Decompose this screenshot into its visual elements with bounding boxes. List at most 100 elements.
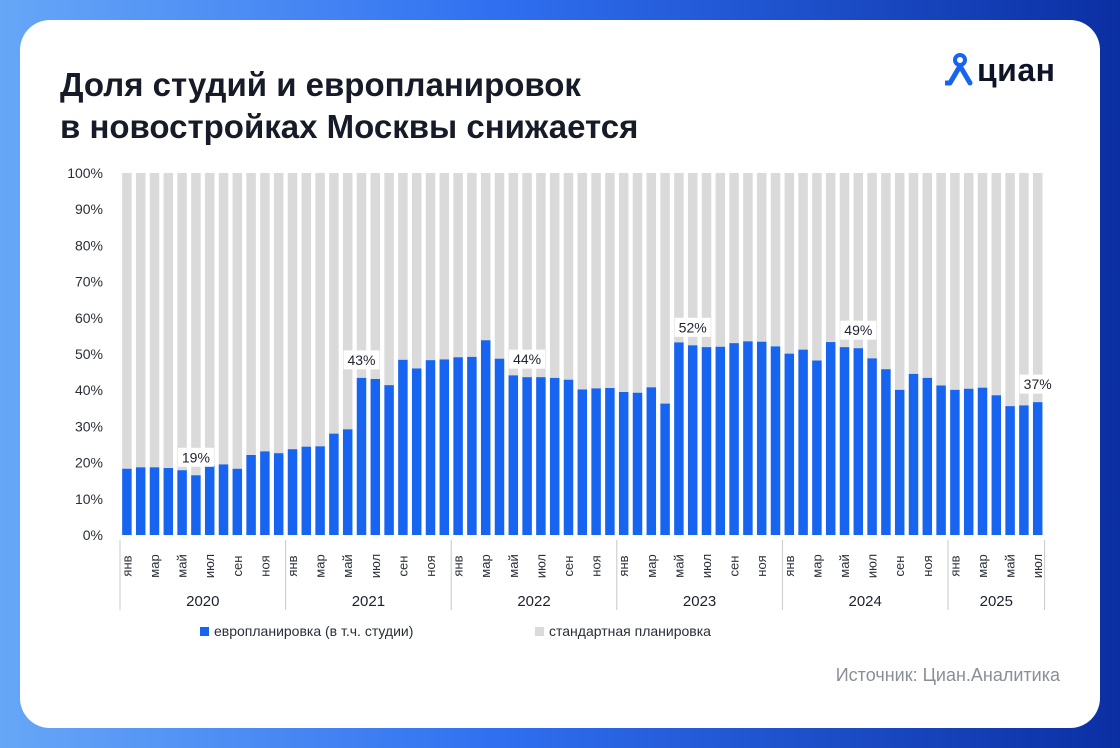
data-label-bg [177, 447, 214, 467]
y-tick-label: 30% [75, 418, 103, 434]
bar-standard [646, 173, 657, 388]
bar-standard [522, 173, 532, 378]
bar-standard [1005, 173, 1015, 407]
bar-euro [922, 377, 933, 535]
x-tick-label: май [175, 554, 190, 577]
bar-standard [881, 173, 891, 370]
bar-standard [494, 173, 505, 359]
cian-location-pin-icon [945, 52, 973, 85]
bar-euro [246, 454, 256, 535]
bar-standard [894, 173, 905, 390]
bar-euro [812, 360, 822, 535]
x-tick-label: янв [616, 555, 631, 576]
x-tick-label: мар [644, 554, 659, 577]
bar-euro [273, 453, 284, 535]
bar-standard [480, 173, 491, 341]
stacked-bar-chart: 0%10%20%30%40%50%60%70%80%90%100%янв мар м… [67, 165, 1056, 639]
x-tick-label: сен [230, 556, 245, 577]
bar-euro [743, 341, 753, 535]
bar-euro [508, 375, 519, 535]
x-tick-label: янв [119, 555, 134, 576]
chart-title: Доля студий и европланировок в новострой… [60, 64, 638, 148]
x-tick-label: июл [1030, 554, 1045, 578]
bar-euro [605, 388, 615, 535]
bar-euro [287, 449, 298, 535]
data-label-bg [840, 320, 877, 340]
data-label: 52% [679, 319, 707, 335]
x-tick-label: сен [727, 556, 742, 577]
bar-euro [549, 377, 560, 535]
bar-standard [660, 173, 670, 404]
bar-euro [149, 467, 160, 535]
bar-standard [950, 173, 960, 390]
bar-euro [135, 467, 146, 535]
bar-euro [1032, 402, 1043, 535]
x-tick-label: янв [947, 555, 962, 576]
bar-standard [149, 173, 160, 468]
x-tick-label: сен [561, 556, 576, 577]
bar-standard [439, 173, 450, 360]
bar-euro [563, 379, 574, 535]
bar-euro [881, 369, 891, 535]
data-label: 43% [347, 352, 375, 368]
x-tick-label: мар [147, 554, 162, 577]
bar-standard [177, 173, 187, 471]
x-tick-label: ноя [754, 555, 769, 576]
data-label-bg [1019, 374, 1056, 394]
bar-standard [315, 173, 325, 447]
bar-euro [729, 343, 739, 535]
year-label: 2022 [517, 593, 550, 610]
bar-euro [1019, 405, 1029, 535]
bar-euro [770, 346, 781, 535]
bar-standard [729, 173, 739, 344]
bar-euro [315, 446, 325, 535]
chart-title-line1: Доля студий и европланировок [60, 66, 581, 103]
bar-euro [301, 446, 312, 535]
bar-standard [825, 173, 836, 343]
x-tick-label: ноя [423, 555, 438, 576]
x-tick-label: ноя [920, 555, 935, 576]
y-tick-label: 40% [75, 382, 103, 398]
bar-euro [950, 389, 960, 535]
bar-euro [384, 385, 394, 535]
bar-standard [577, 173, 588, 390]
bar-euro [853, 348, 864, 535]
bar-euro [232, 468, 243, 535]
bar-standard [867, 173, 877, 359]
x-tick-label: май [671, 554, 686, 577]
bar-standard [467, 173, 477, 357]
x-tick-label: май [1003, 554, 1018, 577]
bar-standard [301, 173, 312, 447]
bar-standard [204, 173, 215, 466]
chart-title-line2: в новостройках Москвы снижается [60, 108, 639, 145]
bar-standard [798, 173, 808, 350]
bar-standard [756, 173, 767, 342]
year-label: 2023 [683, 593, 716, 610]
bar-euro [522, 377, 532, 535]
bar-euro [494, 358, 505, 535]
bar-euro [439, 359, 450, 535]
bar-euro [163, 468, 174, 535]
x-tick-label: июл [202, 554, 217, 578]
bar-standard [122, 173, 132, 469]
bar-euro [798, 349, 808, 535]
legend-label: стандартная планировка [549, 623, 711, 639]
bar-euro [618, 392, 629, 535]
bar-euro [963, 388, 974, 535]
bar-standard [963, 173, 974, 389]
y-tick-label: 50% [75, 346, 103, 362]
bar-standard [715, 173, 726, 347]
bar-euro [356, 377, 367, 535]
bar-euro [908, 373, 919, 535]
bar-standard [508, 173, 519, 376]
bar-standard [991, 173, 1002, 396]
x-tick-label: мар [809, 554, 824, 577]
bar-standard [411, 173, 422, 369]
bar-standard [246, 173, 256, 455]
bar-euro [218, 464, 229, 535]
x-tick-label: ноя [589, 555, 604, 576]
bar-standard [549, 173, 560, 378]
x-tick-label: июл [865, 554, 880, 578]
bar-standard [260, 173, 270, 452]
bar-standard [191, 173, 201, 476]
